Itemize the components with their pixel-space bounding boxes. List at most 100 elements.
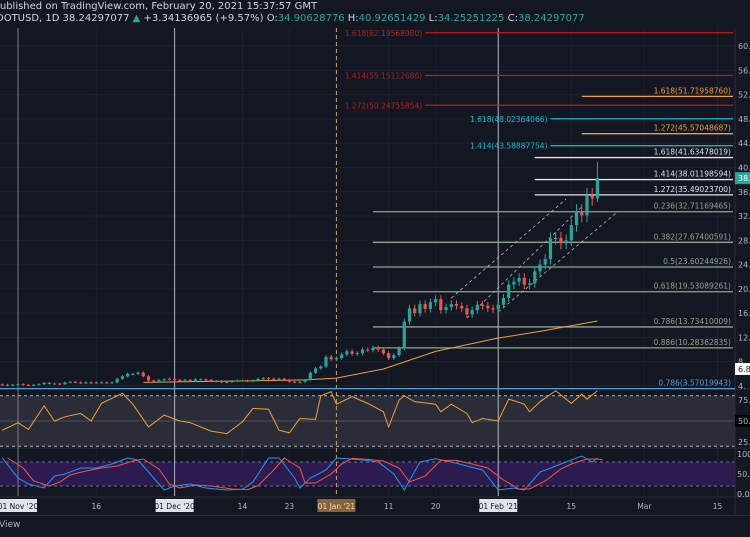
candle-body [559, 237, 563, 244]
candle-body [52, 383, 57, 385]
channel-line [450, 198, 567, 299]
candle-body [26, 384, 31, 386]
candle-body [522, 277, 526, 285]
candle-body [183, 379, 187, 381]
candle-body [235, 380, 239, 382]
close-label: C: [507, 13, 518, 24]
time-tick: 15 [713, 502, 723, 511]
candle-body [251, 380, 255, 382]
candle-body [418, 304, 422, 314]
candle-body [167, 378, 171, 380]
candle-body [146, 376, 151, 381]
fib-label: 1.414(38.01198594) [654, 170, 731, 179]
candle-body [193, 379, 198, 382]
candle-body [21, 384, 25, 386]
candle-body [381, 349, 385, 354]
candle-body [126, 373, 130, 377]
high-value: 40.92651429 [358, 13, 426, 24]
candle-body [99, 382, 104, 384]
stoch-k-line [1, 455, 598, 491]
candle-body [219, 381, 224, 383]
candle-body [68, 381, 72, 383]
candle-body [141, 372, 145, 377]
candle-body [517, 277, 521, 282]
candle-body [313, 368, 318, 373]
candle-body [293, 381, 297, 383]
candle-body [480, 304, 485, 306]
candle-body [42, 382, 46, 385]
stoch-tick: 100 [737, 450, 750, 459]
candle-body [5, 384, 10, 386]
candle-body [73, 381, 78, 383]
time-tick: 01 Nov '20 [0, 502, 39, 511]
candle-body [287, 379, 292, 382]
candle-body [444, 307, 448, 311]
candle-body [240, 380, 245, 382]
price-tick: 8. [738, 358, 746, 367]
candle-body [214, 381, 218, 383]
candle-body [371, 347, 375, 351]
candle-body [0, 384, 4, 386]
candle-body [329, 356, 333, 360]
candle-body [308, 372, 312, 380]
candle-body [533, 271, 537, 284]
candle-body [105, 382, 109, 384]
price-tick: 52. [738, 91, 750, 100]
price-tick: 44. [738, 139, 750, 148]
candle-body [334, 358, 339, 360]
price-tick: 24. [738, 261, 750, 270]
time-tick: 23 [285, 502, 295, 511]
time-tick: 01 Dec '20 [154, 502, 195, 511]
stoch-band [0, 462, 735, 486]
symbol-name[interactable]: DOTUSD, 1D [0, 13, 60, 24]
candle-body [89, 382, 93, 384]
candle-body [407, 308, 412, 322]
date-badge [0, 499, 37, 512]
candle-body [188, 379, 192, 382]
candle-body [298, 381, 302, 383]
fib-label: 1.618(62.19568980) [345, 29, 422, 38]
candle-body [554, 237, 558, 239]
date-badge [479, 499, 518, 512]
candle-body [439, 299, 443, 311]
candle-body [37, 384, 41, 386]
low-label: L: [428, 13, 438, 24]
candle-body [230, 381, 234, 383]
fib-label: 1.414(55.15112686) [345, 72, 422, 81]
open-label: O: [266, 13, 278, 24]
time-tick: 01 Jan '21 [318, 502, 356, 511]
candle-body [512, 281, 516, 285]
candle-body [110, 382, 114, 384]
candle-body [11, 384, 15, 386]
chart-canvas[interactable]: 1.618(62.19568980) 1.414(55.15112686) 1.27… [0, 0, 750, 515]
candle-body [58, 383, 62, 385]
candle-body [131, 373, 135, 375]
candle-body [350, 351, 354, 354]
candle-body [543, 259, 547, 265]
candle-body [538, 264, 542, 272]
candle-body [173, 378, 177, 380]
candle-body [319, 366, 323, 369]
candle-body [434, 299, 438, 303]
candle-body [392, 355, 396, 359]
fib-label: 0.382(27.67400591) [654, 232, 731, 241]
candle-body [449, 304, 453, 308]
fib-label: 1.414(43.58887754) [470, 142, 547, 151]
axes[interactable]: 60. 56. 52. 48. 44. 40. 36. 32. 28. 24. 20. 16. 12. 8… [0, 42, 750, 512]
price-tick: 48. [738, 115, 750, 124]
fib-label: 1.618(41.63478019) [654, 148, 731, 157]
close-value: 38.24297077 [517, 13, 585, 24]
price-tick: 28. [738, 236, 750, 245]
candle-body [136, 372, 140, 374]
price-change: +3.34136965 (+9.57%) [143, 13, 264, 24]
candle-body [115, 378, 119, 383]
candle-body [413, 308, 417, 314]
candle-body [152, 380, 156, 382]
time-tick: 16 [92, 502, 102, 511]
candle-body [266, 378, 271, 380]
fib-label: 0.786(3.57019943) [658, 379, 731, 388]
last-price-label: 38. [738, 174, 750, 183]
marker-badge [735, 363, 750, 376]
candle-body [324, 356, 328, 367]
candle-body [491, 308, 495, 310]
